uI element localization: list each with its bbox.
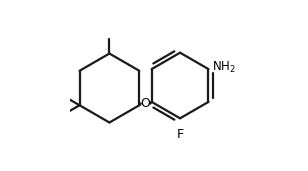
Text: O: O: [140, 97, 150, 110]
Text: F: F: [176, 128, 184, 141]
Text: NH$_2$: NH$_2$: [212, 60, 235, 75]
